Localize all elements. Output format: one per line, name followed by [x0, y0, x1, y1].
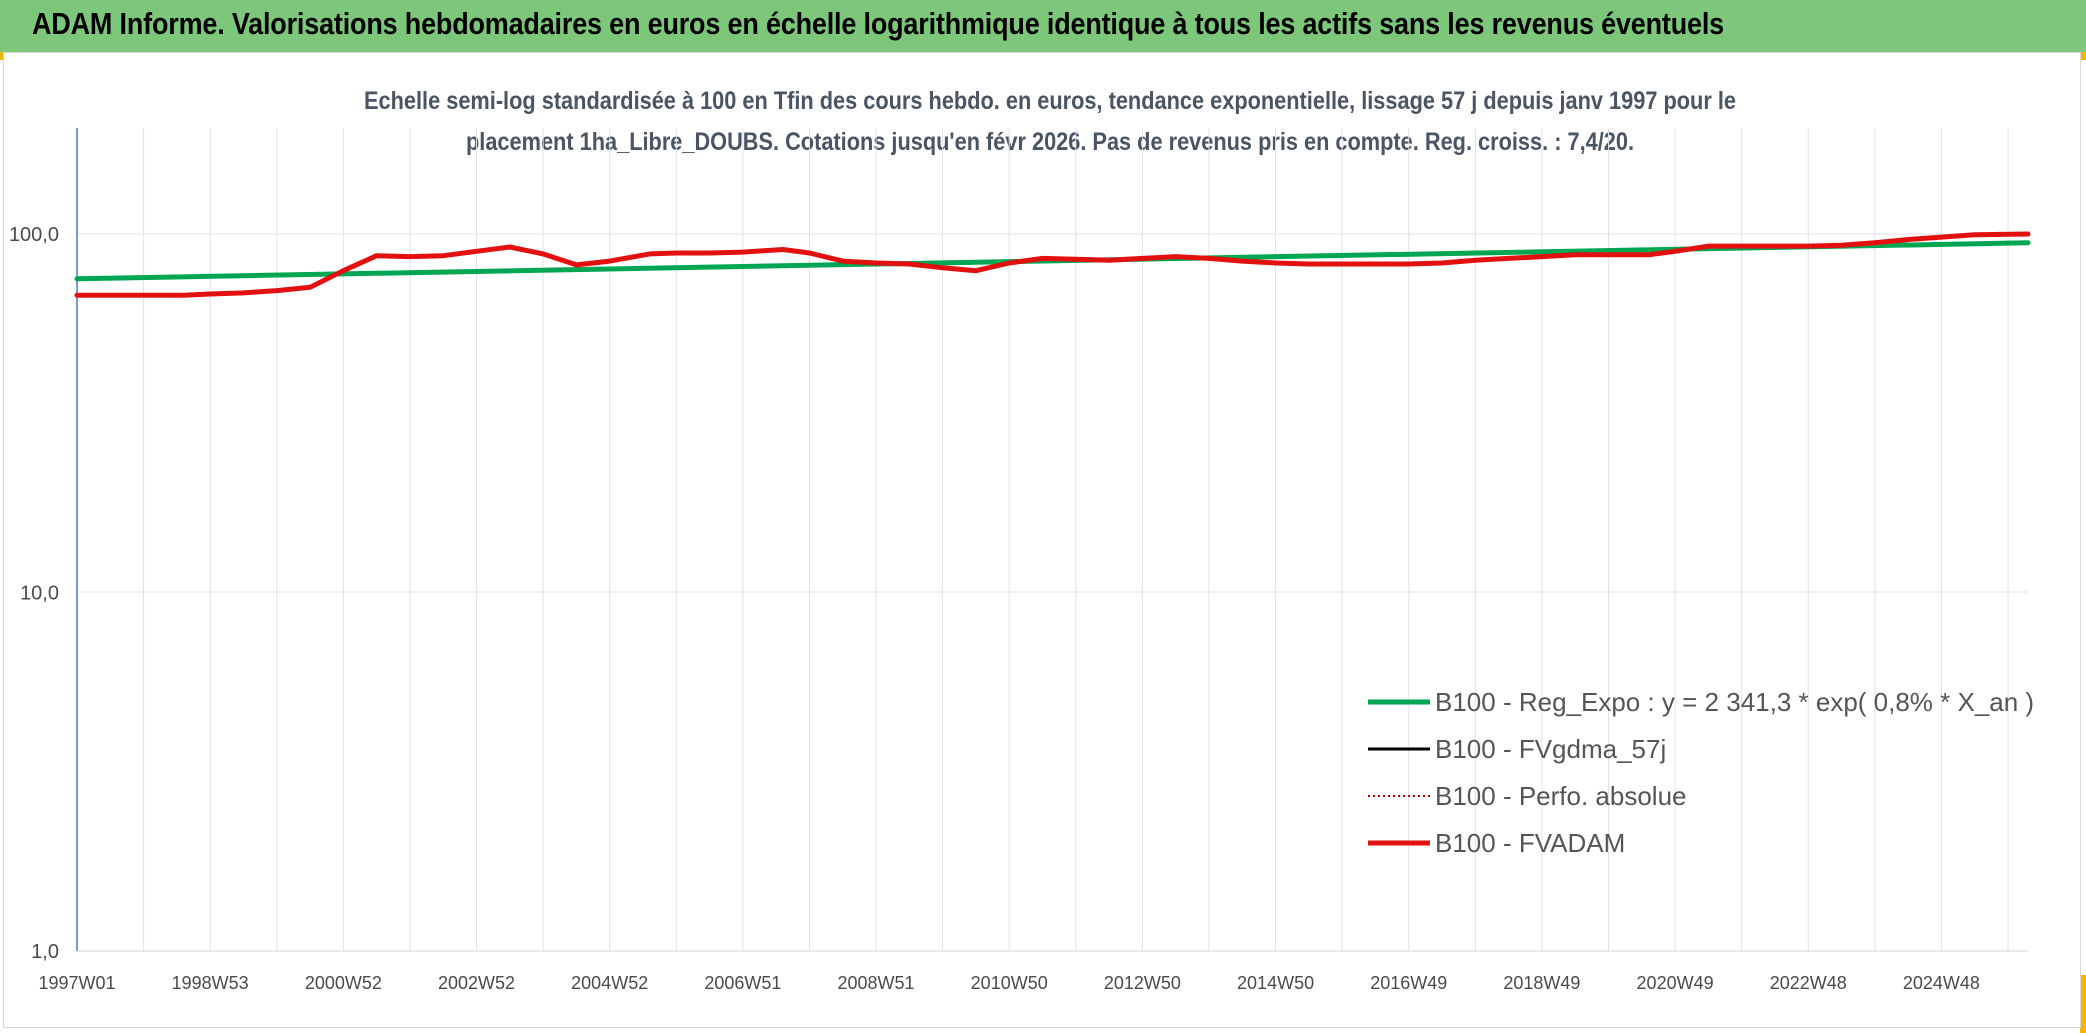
x-tick-label: 1998W53: [172, 973, 249, 993]
x-tick-label: 2022W48: [1770, 973, 1847, 993]
y-tick-label: 10,0: [20, 583, 59, 605]
series-lines: [74, 231, 2031, 298]
y-tick-label: 100,0: [9, 224, 59, 246]
chart-title-line-2: placement 1ha_Libre_DOUBS. Cotations jus…: [465, 128, 1635, 156]
banner-title: ADAM Informe. Valorisations hebdomadaire…: [32, 6, 1725, 41]
x-tick-label: 2012W50: [1104, 973, 1181, 993]
tick-labels: 1,0 10,0 100,0 1997W01 1998W53 2000W52 2002W52…: [9, 224, 1980, 993]
corner-accent-bottom-right: [2080, 975, 2086, 1033]
chart-frame: [3, 52, 2081, 1028]
x-tick-label: 2014W50: [1237, 973, 1314, 993]
series-line: [74, 231, 2031, 298]
legend-label: B100 - Perfo. absolue: [1435, 781, 1687, 811]
x-tick-label: 2016W49: [1370, 973, 1447, 993]
legend: B100 - Reg_Expo : y = 2 341,3 * exp( 0,8…: [1368, 687, 2034, 858]
x-tick-label: 2010W50: [971, 973, 1048, 993]
axes: [76, 128, 2028, 952]
x-tick-label: 2018W49: [1503, 973, 1580, 993]
x-tick-label: 2020W49: [1637, 973, 1714, 993]
x-tick-label: 2008W51: [838, 973, 915, 993]
report-banner: ADAM Informe. Valorisations hebdomadaire…: [0, 0, 2086, 52]
x-tick-label: 2024W48: [1903, 973, 1980, 993]
x-tick-label: 2002W52: [438, 973, 515, 993]
gridlines: [77, 128, 2028, 951]
x-tick-label: 2000W52: [305, 973, 382, 993]
legend-label: B100 - FVgdma_57j: [1435, 734, 1666, 764]
x-tick-label: 2004W52: [571, 973, 648, 993]
legend-label: B100 - Reg_Expo : y = 2 341,3 * exp( 0,8…: [1435, 687, 2034, 717]
chart-title-line-1: Echelle semi-log standardisée à 100 en T…: [364, 87, 1736, 115]
x-tick-label: 1997W01: [38, 973, 115, 993]
x-tick-label: 2006W51: [704, 973, 781, 993]
legend-label: B100 - FVADAM: [1435, 828, 1625, 858]
y-tick-label: 1,0: [31, 941, 59, 963]
